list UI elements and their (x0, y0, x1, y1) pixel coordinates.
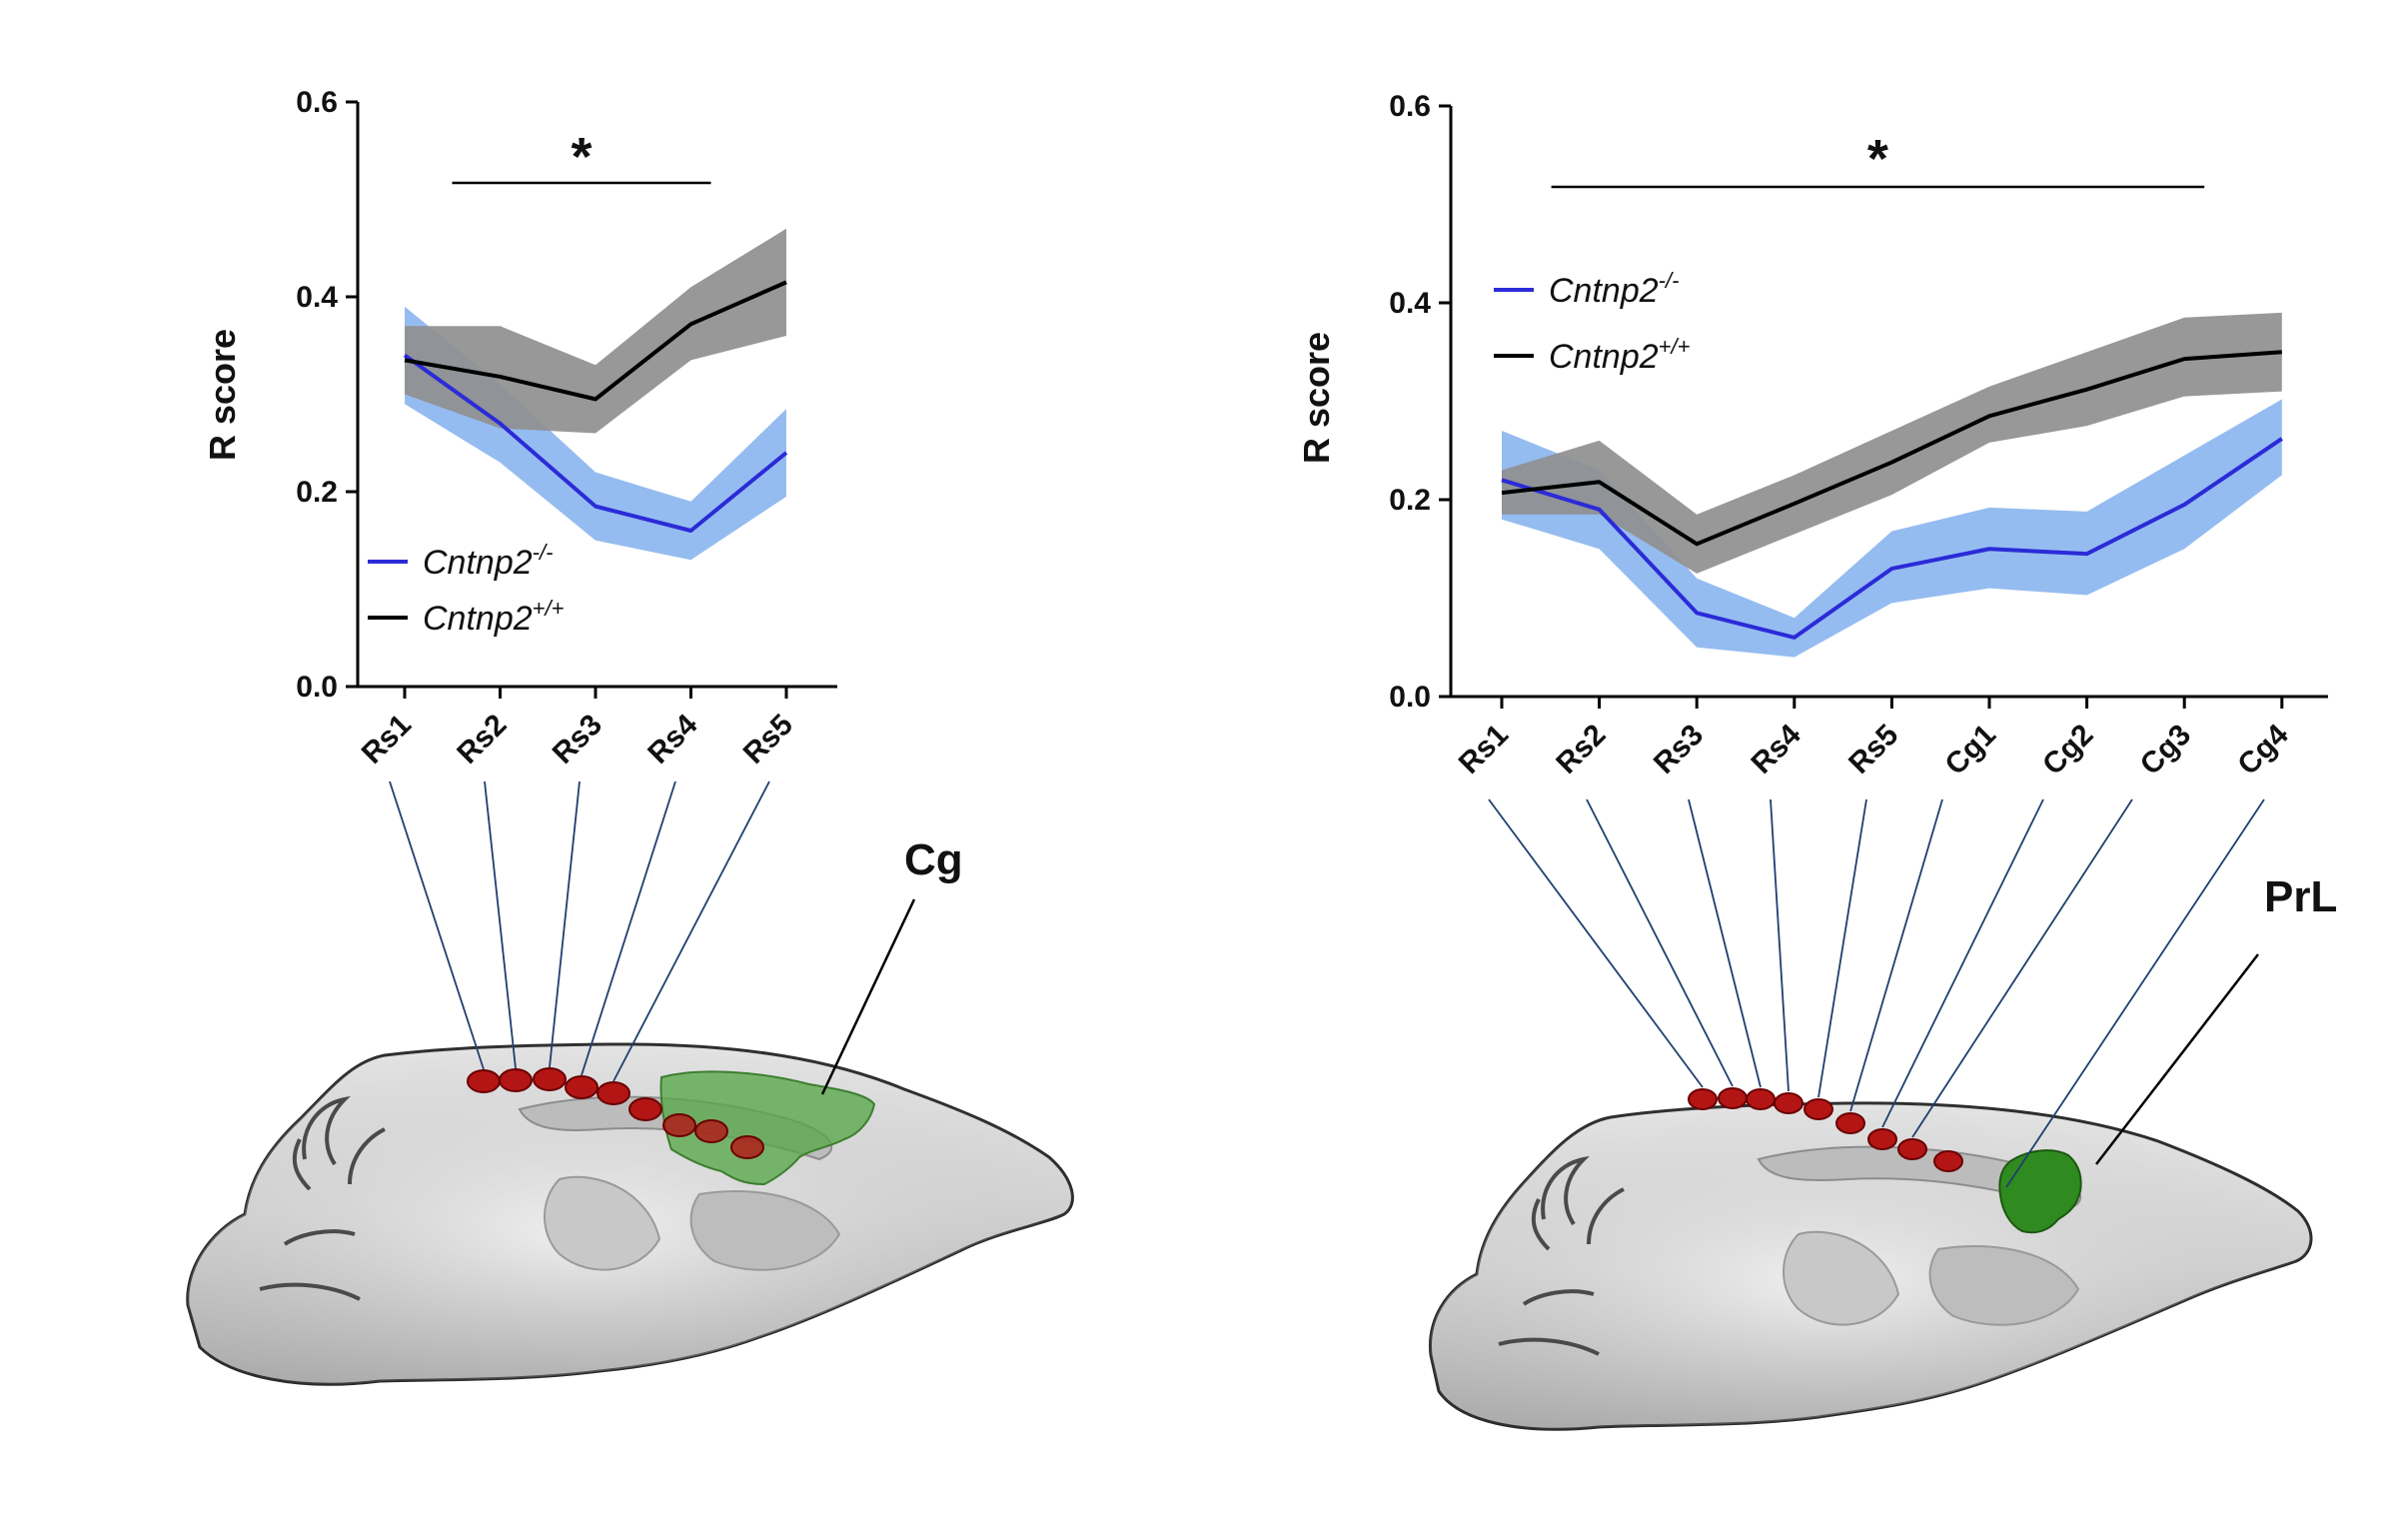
y-tick-label: 0.0 (296, 671, 338, 704)
brain-right-marker (1688, 1088, 1718, 1110)
x-tick-label: Rs4 (1745, 718, 1806, 779)
brain-left-marker (499, 1068, 533, 1092)
brain-left-marker (533, 1067, 567, 1091)
x-tick-label: Rs3 (1648, 719, 1710, 780)
brain-left-cerebellum-folds (259, 1095, 386, 1301)
label-connector (1881, 798, 2044, 1128)
legend-label-main: Cntnp2 (423, 600, 533, 638)
brain-right-cerebellum-folds (1498, 1155, 1625, 1356)
brain-left-marker (694, 1119, 728, 1143)
label-connector (484, 780, 517, 1069)
y-tick-label: 0.2 (1389, 484, 1431, 517)
x-tick-label: Rs1 (1453, 719, 1515, 780)
brain-left-marker (662, 1113, 696, 1137)
brain-right-marker (1774, 1092, 1804, 1114)
x-tick-label: Cg3 (2134, 719, 2197, 781)
band-knockout (1502, 399, 2282, 658)
y-axis-title: R score (1296, 332, 1337, 464)
legend-label-superscript: -/- (533, 540, 554, 565)
brain-right-markers (1688, 1087, 1963, 1172)
y-tick-label: 0.2 (296, 476, 338, 509)
x-tick-label: Rs4 (641, 708, 703, 770)
chart-right: 0.0 0.2 0.4 0.6 Rs1 Rs2 Rs3 Rs4 Rs5 Cg1 Cg2 Cg3 Cg4 R… (1296, 90, 2328, 1188)
brain-left-marker (628, 1097, 662, 1121)
label-connector (1488, 798, 1704, 1088)
brain-right-marker (1933, 1150, 1963, 1172)
y-tick-label: 0.6 (296, 86, 338, 119)
x-tick-label: Cg2 (2036, 719, 2099, 781)
label-connector (1817, 798, 1867, 1098)
legend-label-superscript: -/- (1659, 268, 1680, 293)
legend-label-main: Cntnp2 (1549, 338, 1659, 376)
label-connector (581, 780, 676, 1076)
label-connector (1770, 798, 1790, 1092)
brain-right-marker (1897, 1138, 1927, 1160)
brain-right-prl-region (1998, 1149, 2082, 1234)
legend-label-knockout: Cntnp2-/- (423, 540, 553, 582)
legend-label-wildtype: Cntnp2+/+ (1549, 334, 1691, 376)
label-connector (1586, 798, 1734, 1087)
brain-left-marker (565, 1075, 599, 1099)
y-tick-label: 0.6 (1389, 90, 1431, 123)
region-label-cg: Cg (904, 835, 963, 884)
legend-label-superscript: +/+ (1659, 334, 1691, 359)
label-connector (2005, 798, 2265, 1188)
x-tick-label: Rs1 (356, 709, 418, 770)
x-tick-label: Cg4 (2231, 718, 2295, 781)
brain-left (186, 1042, 1074, 1386)
label-connector (1911, 798, 2133, 1138)
label-connector (389, 780, 485, 1070)
brain-right-marker (1746, 1088, 1776, 1110)
brain-left-cg-region (659, 1070, 876, 1186)
label-connector (549, 780, 581, 1068)
brain-left-rs-markers (467, 1067, 764, 1159)
brain-right-thalamus (1928, 1245, 2080, 1326)
x-tick-label: Rs2 (1550, 719, 1612, 780)
label-connector (612, 780, 770, 1082)
brain-right-marker (1718, 1087, 1748, 1109)
y-tick-label: 0.0 (1389, 681, 1431, 714)
brain-right (1428, 1087, 2313, 1431)
brain-left-marker (597, 1081, 630, 1105)
y-tick-label: 0.4 (1389, 287, 1431, 320)
brain-left-marker (730, 1135, 764, 1159)
legend-label-main: Cntnp2 (423, 544, 533, 582)
x-tick-label: Rs3 (547, 709, 608, 770)
legend-label-superscript: +/+ (533, 596, 565, 621)
x-tick-label: Rs5 (737, 709, 799, 770)
legend-label-wildtype: Cntnp2+/+ (423, 596, 565, 638)
band-wildtype (405, 228, 786, 434)
brain-right-marker (1835, 1112, 1865, 1134)
x-tick-label: Rs5 (1842, 719, 1904, 780)
y-axis-title: R score (202, 329, 243, 461)
brain-right-marker (1867, 1128, 1897, 1150)
legend-label-knockout: Cntnp2-/- (1549, 268, 1679, 310)
x-tick-label: Cg1 (1939, 719, 2002, 781)
brain-left-thalamus (689, 1190, 841, 1271)
significance-star: * (571, 127, 592, 187)
region-pointer-cg (820, 898, 916, 1095)
significance-star: * (1867, 129, 1888, 189)
region-pointer-prl (2095, 953, 2259, 1165)
legend-label-main: Cntnp2 (1549, 272, 1659, 310)
chart-left: 0.0 0.2 0.4 0.6 Rs1 Rs2 Rs3 Rs4 Rs5 R score * Cntnp… (202, 86, 837, 1082)
y-tick-label: 0.4 (296, 281, 338, 314)
brain-right-midbrain (1783, 1230, 1900, 1326)
band-wildtype (1502, 312, 2282, 574)
band-knockout (405, 306, 786, 561)
brain-left-marker (467, 1069, 501, 1093)
x-tick-label: Rs2 (451, 709, 513, 770)
brain-left-midbrain (544, 1175, 661, 1271)
label-connector (1688, 798, 1762, 1088)
brain-right-marker (1804, 1098, 1833, 1120)
region-label-prl: PrL (2264, 872, 2337, 921)
label-connector (1849, 798, 1943, 1112)
